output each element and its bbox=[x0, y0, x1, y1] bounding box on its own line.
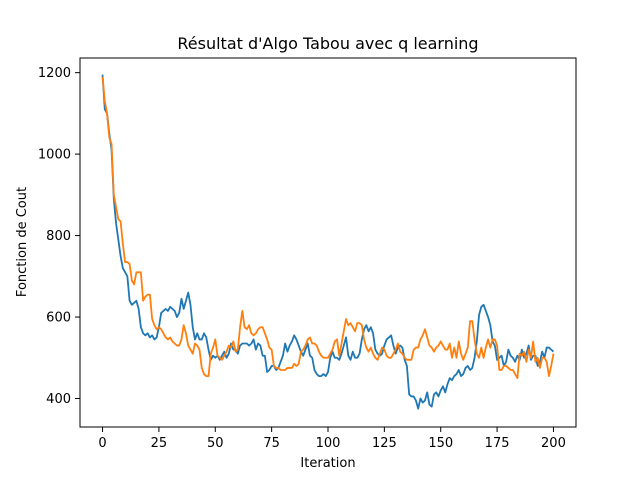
y-tick-label: 600 bbox=[46, 311, 71, 326]
x-tick-label: 50 bbox=[207, 436, 224, 451]
x-tick-label: 200 bbox=[541, 436, 566, 451]
y-tick-label: 800 bbox=[46, 229, 71, 244]
y-tick-label: 1200 bbox=[38, 66, 71, 81]
y-axis: 400 600 800 1000 1200 bbox=[38, 66, 80, 407]
series-1 bbox=[101, 74, 555, 410]
x-tick-label: 75 bbox=[263, 436, 280, 451]
x-tick-label: 125 bbox=[372, 436, 397, 451]
x-axis-label: Iteration bbox=[300, 456, 355, 471]
x-axis: 0 25 50 75 100 125 150 175 200 bbox=[98, 427, 566, 451]
series-1-line bbox=[101, 74, 555, 410]
plot-area bbox=[101, 74, 555, 410]
series-2-line bbox=[101, 76, 555, 380]
chart-title: Résultat d'Algo Tabou avec q learning bbox=[177, 34, 478, 53]
y-tick-label: 1000 bbox=[38, 148, 71, 163]
x-tick-label: 0 bbox=[98, 436, 106, 451]
y-axis-label: Fonction de Cout bbox=[15, 187, 30, 297]
y-tick-label: 400 bbox=[46, 392, 71, 407]
x-tick-label: 25 bbox=[151, 436, 168, 451]
x-tick-label: 150 bbox=[428, 436, 453, 451]
series-2 bbox=[101, 76, 555, 380]
x-tick-label: 175 bbox=[485, 436, 510, 451]
x-tick-label: 100 bbox=[316, 436, 341, 451]
